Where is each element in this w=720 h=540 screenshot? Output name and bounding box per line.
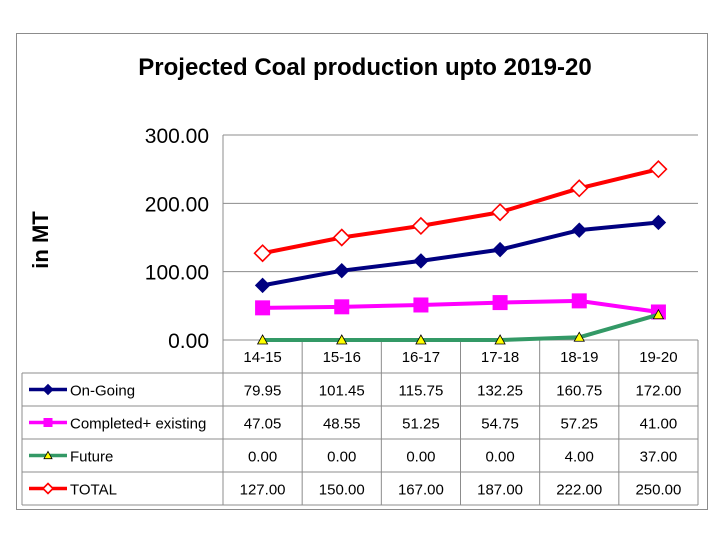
data-point-marker xyxy=(254,277,271,294)
category-label: 14-15 xyxy=(243,349,281,366)
table-cell-value: 41.00 xyxy=(640,416,678,433)
legend-label: TOTAL xyxy=(70,482,117,499)
y-axis-label: in MT xyxy=(28,211,53,269)
data-point-marker xyxy=(415,334,427,345)
table-cell-value: 0.00 xyxy=(248,449,277,466)
series-completed-existing xyxy=(255,293,666,320)
legend-key xyxy=(29,383,67,396)
y-tick-label: 200.00 xyxy=(145,193,209,216)
category-label: 17-18 xyxy=(481,349,519,366)
table-cell-value: 172.00 xyxy=(635,383,681,400)
y-tick-label: 0.00 xyxy=(168,330,209,353)
data-point-marker xyxy=(490,203,510,222)
table-cell-value: 187.00 xyxy=(477,482,523,499)
table-cell-value: 167.00 xyxy=(398,482,444,499)
legend-label: Completed+ existing xyxy=(70,416,206,433)
table-cell-value: 0.00 xyxy=(485,449,514,466)
category-label: 15-16 xyxy=(323,349,361,366)
series-line xyxy=(262,220,659,288)
table-cell-value: 101.45 xyxy=(319,383,365,400)
data-point-marker xyxy=(411,216,431,236)
table-cell-value: 115.75 xyxy=(399,383,444,400)
table-cell-value: 4.00 xyxy=(565,449,594,466)
table-cell-value: 48.55 xyxy=(323,416,361,433)
category-label: 18-19 xyxy=(560,349,598,366)
data-point-marker xyxy=(41,482,55,495)
category-label: 19-20 xyxy=(639,349,677,366)
data-point-marker xyxy=(571,222,587,238)
table-cell-value: 0.00 xyxy=(327,449,356,466)
table-cell-value: 54.75 xyxy=(481,416,519,433)
data-point-marker xyxy=(256,334,269,345)
legend-label: On-Going xyxy=(70,383,135,400)
data-point-marker xyxy=(492,241,508,258)
data-point-marker xyxy=(255,300,271,316)
gridlines xyxy=(222,134,698,340)
data-point-marker xyxy=(652,308,665,320)
data-point-marker xyxy=(413,297,429,313)
legend-key xyxy=(29,450,67,460)
chart-title: Projected Coal production upto 2019-20 xyxy=(138,54,591,81)
data-point-marker xyxy=(492,295,508,311)
table-cell-value: 51.25 xyxy=(402,416,440,433)
legend-label: Future xyxy=(70,449,113,466)
series-on-going xyxy=(254,214,667,294)
data-point-marker xyxy=(649,160,668,179)
data-point-marker xyxy=(570,179,589,198)
table-cell-value: 47.05 xyxy=(244,416,282,433)
table-cell-value: 0.00 xyxy=(406,449,435,466)
data-point-marker xyxy=(334,299,350,315)
data-point-marker xyxy=(650,214,667,231)
chart-frame xyxy=(16,33,708,510)
data-point-marker xyxy=(573,331,585,342)
series-line xyxy=(262,312,659,342)
legend-key xyxy=(29,418,67,427)
series-line xyxy=(262,167,659,256)
data-table: 14-15 15-16 16-17 17-18 18-19 19-20 On-Going 79… xyxy=(21,339,699,506)
series-future xyxy=(256,308,665,345)
y-tick-label: 100.00 xyxy=(145,262,209,285)
data-point-marker xyxy=(413,253,429,269)
table-cell-value: 132.25 xyxy=(477,383,523,400)
series-total xyxy=(253,160,668,263)
data-point-marker xyxy=(494,334,506,345)
table-cell-value: 150.00 xyxy=(319,482,365,499)
data-point-marker xyxy=(332,228,351,247)
table-cell-value: 160.75 xyxy=(556,383,602,400)
data-point-marker xyxy=(253,244,272,263)
data-point-marker xyxy=(43,450,53,460)
table-cell-value: 79.95 xyxy=(244,383,282,400)
y-tick-label: 300.00 xyxy=(145,125,209,148)
table-cell-value: 37.00 xyxy=(640,449,678,466)
table-cell-value: 250.00 xyxy=(635,482,681,499)
table-cell-value: 127.00 xyxy=(240,482,286,499)
series-line xyxy=(262,298,659,314)
data-point-marker xyxy=(334,262,350,279)
legend-key xyxy=(29,482,67,495)
category-label: 16-17 xyxy=(402,349,440,366)
table-cell-value: 222.00 xyxy=(556,482,602,499)
series-lines xyxy=(253,160,668,345)
data-point-marker xyxy=(42,383,54,396)
table-cell-value: 57.25 xyxy=(560,416,598,433)
data-point-marker xyxy=(571,293,587,309)
data-point-marker xyxy=(43,418,53,427)
data-point-marker xyxy=(336,334,348,345)
y-tick-labels: 0.00 100.00 200.00 300.00 xyxy=(145,125,209,353)
